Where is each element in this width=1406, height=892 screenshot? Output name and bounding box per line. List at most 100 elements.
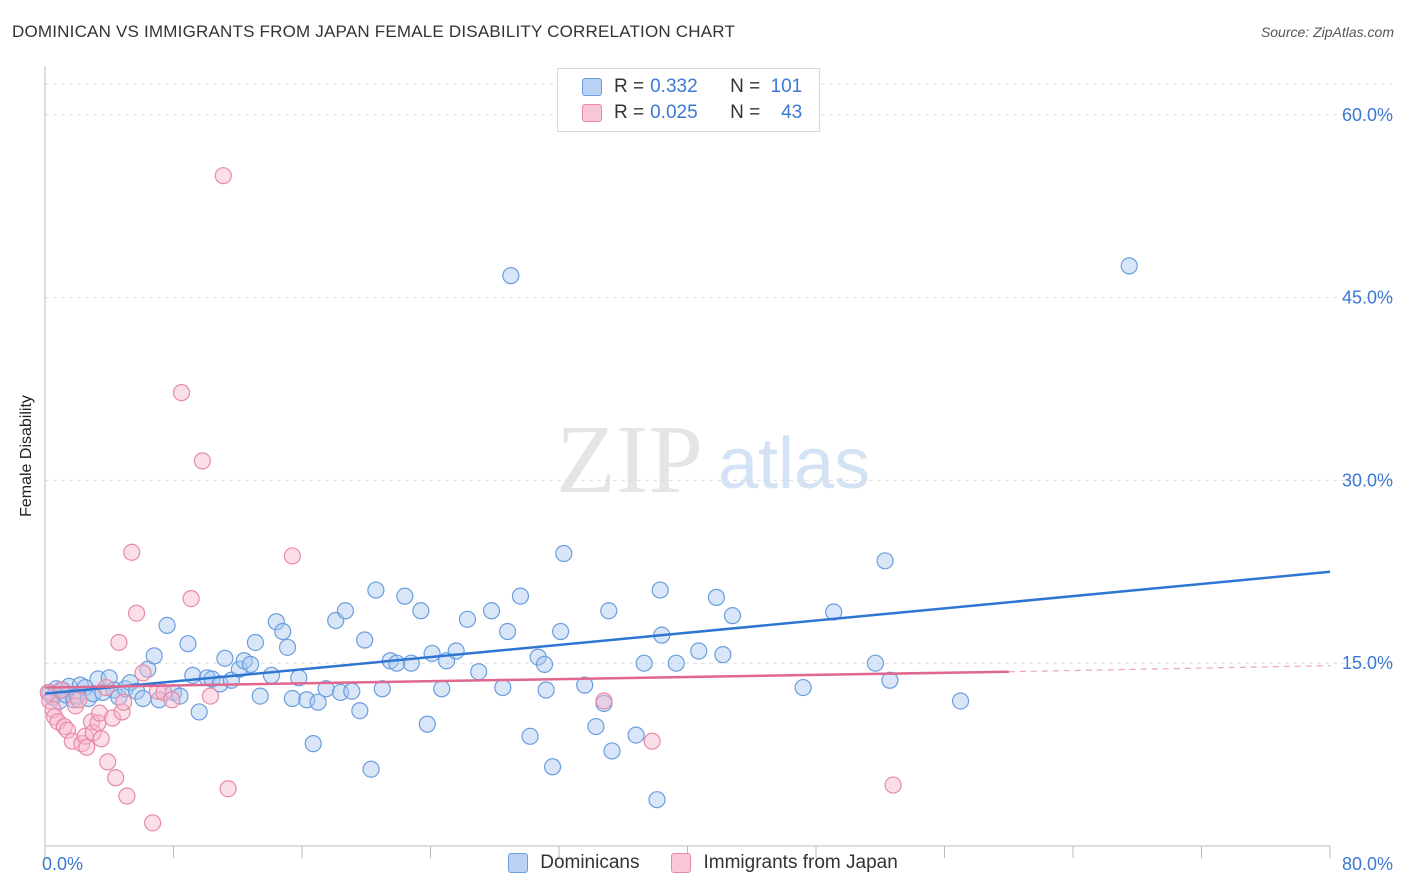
point-dominicans	[587, 717, 605, 736]
point-dominicans	[600, 602, 618, 620]
point-dominicans	[274, 622, 292, 641]
tick-labels: 15.0% 30.0% 45.0% 60.0% 0.0% 80.0%	[42, 105, 1393, 874]
x-tick-label: 80.0%	[1342, 854, 1393, 874]
point-dominicans	[603, 742, 621, 760]
point-dominicans	[423, 644, 441, 663]
point-japan	[193, 452, 212, 470]
point-dominicans	[242, 655, 260, 674]
watermark-zip: ZIP	[556, 406, 703, 514]
point-dominicans	[794, 678, 812, 697]
point-dominicans	[537, 681, 555, 699]
point-dominicans	[627, 726, 645, 744]
point-dominicans	[230, 660, 248, 678]
legend-row-dominicans: R = 0.332 N = 101	[582, 74, 802, 100]
point-dominicans	[367, 581, 385, 599]
point-dominicans	[723, 607, 742, 625]
point-dominicans	[881, 671, 899, 689]
legend-item-japan: Immigrants from Japan	[671, 852, 898, 874]
point-japan	[127, 604, 146, 622]
legend-swatch-pink	[671, 853, 692, 873]
axis-ticks	[44, 846, 1331, 858]
point-dominicans	[470, 663, 488, 681]
point-dominicans	[876, 552, 894, 570]
point-japan	[70, 691, 88, 709]
point-dominicans	[458, 610, 477, 628]
point-japan	[115, 693, 133, 711]
point-dominicans	[251, 687, 269, 705]
trend-line-japan-extension	[1008, 665, 1331, 673]
point-japan	[78, 738, 96, 756]
watermark: ZIP atlas	[556, 406, 870, 514]
point-dominicans	[262, 666, 281, 684]
point-dominicans	[482, 602, 501, 620]
point-japan	[52, 681, 70, 699]
point-dominicans	[216, 649, 234, 667]
source-label: Source: ZipAtlas.com	[1260, 24, 1394, 40]
legend-n-value: 101	[770, 76, 803, 97]
point-dominicans	[171, 687, 189, 705]
point-japan	[110, 633, 128, 652]
y-tick-label: 45.0%	[1342, 288, 1393, 308]
trend-line-japan	[44, 670, 1009, 689]
x-tick-label: 0.0%	[42, 854, 83, 874]
point-dominicans	[555, 544, 573, 563]
point-dominicans	[134, 689, 152, 708]
point-dominicans	[1120, 257, 1138, 275]
point-dominicans	[535, 655, 554, 674]
point-dominicans	[502, 267, 520, 285]
point-japan	[134, 664, 152, 682]
point-dominicans	[278, 638, 297, 656]
legend-r-value: 0.332	[650, 76, 698, 97]
point-dominicans	[356, 631, 374, 649]
series-legend: Dominicans Immigrants from Japan	[0, 852, 1406, 874]
point-dominicans	[635, 654, 653, 672]
legend-swatch-pink	[582, 104, 602, 122]
point-dominicans	[246, 633, 265, 652]
point-dominicans	[690, 642, 708, 660]
point-japan	[123, 543, 141, 561]
point-japan	[643, 732, 661, 750]
legend-label-japan: Immigrants from Japan	[703, 852, 898, 873]
point-dominicans	[951, 692, 970, 710]
point-japan	[163, 691, 181, 709]
point-japan	[219, 780, 237, 798]
legend-swatch-blue	[582, 78, 602, 96]
point-japan	[182, 589, 200, 608]
point-dominicans	[110, 688, 128, 706]
legend-n-key: N =	[730, 102, 761, 123]
point-japan	[58, 721, 77, 739]
point-dominicans	[283, 689, 301, 708]
point-dominicans	[190, 703, 208, 721]
correlation-legend: R = 0.332 N = 101 R = 0.025 N = 43	[557, 68, 820, 132]
point-dominicans	[418, 715, 436, 733]
point-dominicans	[667, 654, 685, 672]
point-dominicans	[304, 735, 322, 753]
point-dominicans	[179, 635, 197, 653]
grid-lines	[45, 83, 1392, 664]
point-dominicans	[499, 622, 517, 641]
point-dominicans	[396, 587, 414, 605]
point-dominicans	[651, 581, 669, 599]
legend-row-japan: R = 0.025 N = 43	[582, 100, 802, 126]
legend-swatch-blue	[508, 853, 529, 873]
point-dominicans	[351, 702, 369, 720]
series-dominicans	[41, 257, 1138, 809]
legend-item-dominicans: Dominicans	[508, 852, 639, 874]
point-dominicans	[267, 613, 285, 631]
point-dominicans	[362, 760, 380, 778]
watermark-atlas: atlas	[718, 424, 870, 504]
point-dominicans	[412, 602, 430, 620]
y-tick-label: 30.0%	[1342, 470, 1393, 490]
point-dominicans	[714, 646, 732, 664]
point-dominicans	[494, 678, 512, 697]
legend-r-key: R =	[614, 76, 645, 97]
point-dominicans	[447, 642, 465, 660]
point-japan	[283, 547, 301, 565]
legend-label-dominicans: Dominicans	[540, 852, 640, 873]
point-dominicans	[521, 727, 539, 745]
point-dominicans	[543, 758, 562, 776]
legend-r-value: 0.025	[650, 102, 698, 123]
point-dominicans	[648, 791, 666, 809]
point-japan	[118, 787, 136, 805]
